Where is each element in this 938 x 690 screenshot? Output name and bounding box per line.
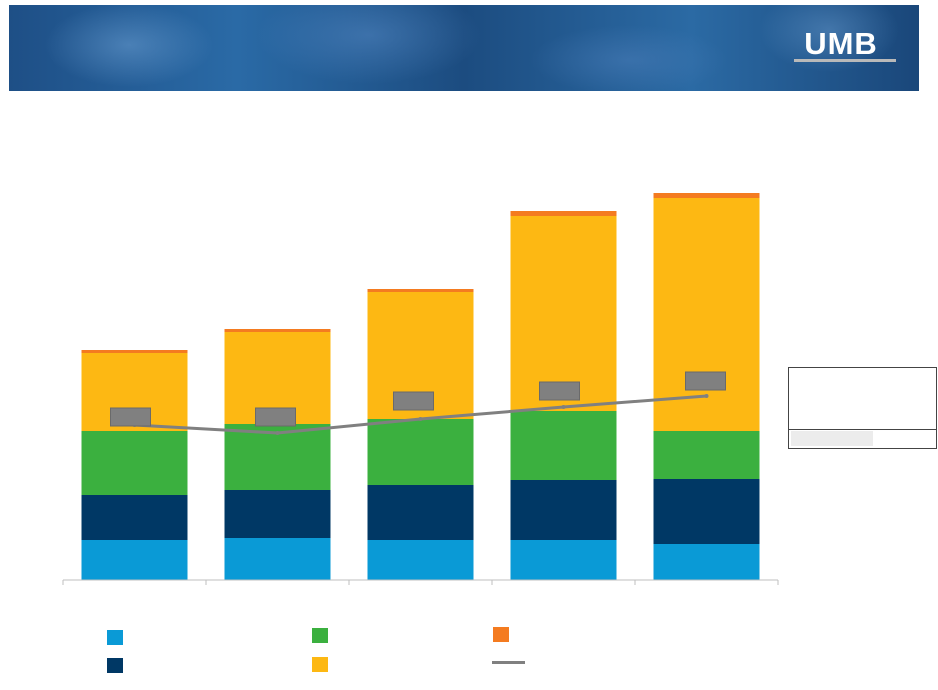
bar-segment-4-5 [510, 211, 617, 216]
header-banner: UMB [9, 5, 919, 91]
bar-segment-4-3 [510, 411, 617, 480]
side-box-shaded-cell [791, 431, 873, 446]
bar-segment-1-5 [81, 350, 188, 353]
line-point-5 [704, 394, 709, 398]
bar-segment-1-2 [81, 495, 188, 540]
line-data-label-box-2 [255, 407, 296, 427]
side-box-divider [789, 429, 936, 430]
line-point-4 [561, 405, 566, 409]
line-data-label-box-1 [110, 407, 151, 427]
side-info-box [788, 367, 937, 449]
line-data-label-box-3 [393, 391, 434, 411]
bar-segment-3-3 [367, 419, 474, 485]
bar-segment-3-1 [367, 540, 474, 580]
bar-segment-2-1 [224, 538, 331, 580]
legend-swatch-light-blue [107, 630, 123, 645]
bar-segment-1-3 [81, 431, 188, 495]
bar-segment-4-1 [510, 540, 617, 580]
line-point-3 [418, 417, 423, 421]
bar-segment-5-4 [653, 198, 760, 431]
bar-segment-5-5 [653, 193, 760, 198]
logo-underline [794, 59, 896, 62]
bar-segment-4-2 [510, 480, 617, 540]
bar-segment-1-1 [81, 540, 188, 580]
legend-swatch-gold [312, 657, 328, 672]
legend-swatch-green [312, 628, 328, 643]
line-point-2 [275, 431, 280, 435]
bar-segment-3-5 [367, 289, 474, 292]
bar-segment-5-3 [653, 431, 760, 479]
legend-swatch-orange [493, 627, 509, 642]
bar-segment-5-2 [653, 479, 760, 544]
legend-swatch-navy [107, 658, 123, 673]
bar-segment-2-2 [224, 490, 331, 538]
bar-segment-4-4 [510, 216, 617, 411]
bar-segment-2-5 [224, 329, 331, 332]
umb-logo: UMB [804, 26, 878, 61]
line-data-label-box-5 [685, 371, 726, 391]
bar-segment-3-2 [367, 485, 474, 540]
bar-segment-5-1 [653, 544, 760, 580]
legend-line-marker [492, 661, 525, 664]
line-data-label-box-4 [539, 381, 580, 401]
